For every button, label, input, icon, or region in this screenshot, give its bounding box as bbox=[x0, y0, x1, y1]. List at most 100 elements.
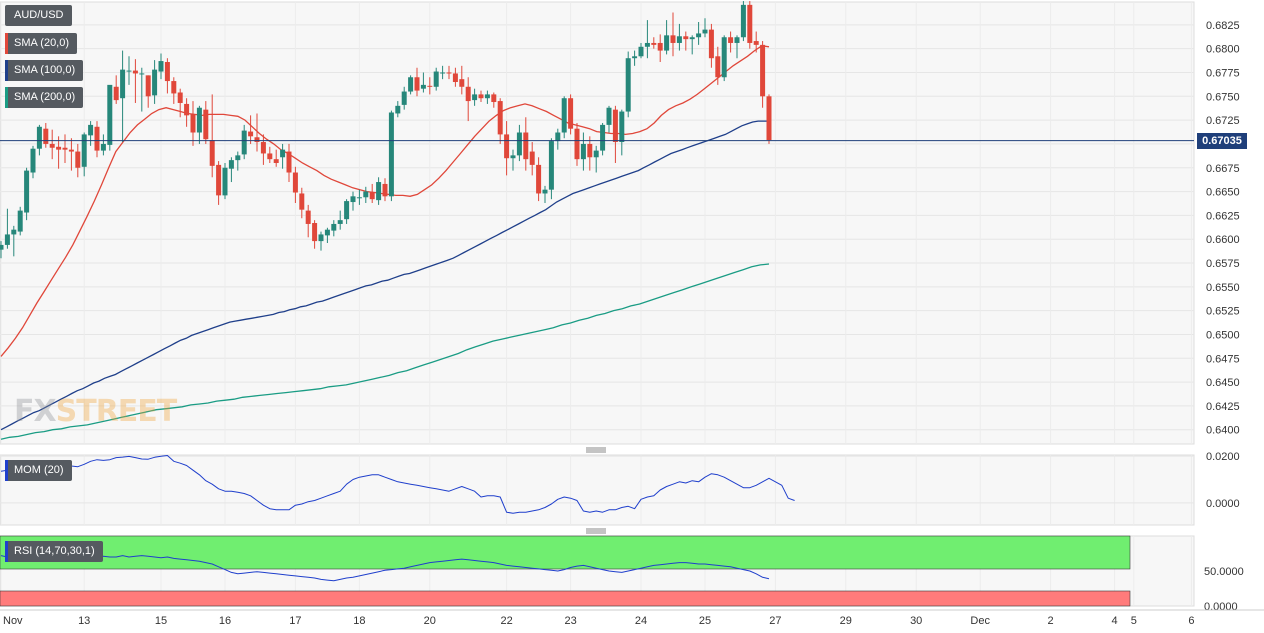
candle-body bbox=[408, 77, 414, 92]
candle-body bbox=[68, 149, 74, 152]
candle-body bbox=[472, 94, 478, 101]
candle bbox=[542, 185, 548, 203]
sma100-swatch bbox=[5, 60, 8, 81]
candle-body bbox=[523, 132, 529, 160]
candle bbox=[478, 90, 484, 103]
candle bbox=[344, 199, 350, 224]
candle-body bbox=[504, 134, 510, 159]
mom-legend[interactable]: MOM (20) bbox=[5, 460, 72, 481]
candle bbox=[408, 75, 414, 95]
pane-resize-handle[interactable] bbox=[586, 528, 606, 534]
date-tick-label: 17 bbox=[289, 615, 301, 627]
candle bbox=[580, 132, 586, 171]
candle bbox=[414, 67, 420, 97]
sma20-swatch bbox=[5, 33, 8, 54]
candle bbox=[440, 65, 446, 80]
candle bbox=[734, 35, 740, 59]
candle bbox=[11, 225, 17, 257]
candle bbox=[600, 122, 606, 156]
candle bbox=[401, 86, 407, 110]
symbol-legend[interactable]: AUD/USD bbox=[5, 5, 72, 26]
date-tick-label: 29 bbox=[840, 615, 852, 627]
candle bbox=[94, 121, 100, 158]
mom-swatch bbox=[5, 460, 8, 481]
candle bbox=[420, 72, 426, 93]
price-tick-label: 0.6825 bbox=[1206, 20, 1240, 32]
date-tick-label: 16 bbox=[219, 615, 231, 627]
candle-body bbox=[4, 234, 10, 245]
candle-body bbox=[318, 234, 324, 242]
candle-body bbox=[267, 153, 273, 160]
sma20-legend[interactable]: SMA (20,0) bbox=[5, 33, 78, 54]
candle-body bbox=[0, 244, 4, 250]
candle-body bbox=[619, 111, 625, 143]
mom-tick-label: 0.0000 bbox=[1206, 498, 1240, 510]
candle bbox=[132, 59, 138, 103]
candle bbox=[126, 56, 132, 85]
candle-body bbox=[216, 164, 222, 196]
candle-body bbox=[734, 37, 740, 43]
price-tick-label: 0.6450 bbox=[1206, 377, 1240, 389]
date-tick-label: 15 bbox=[155, 615, 167, 627]
candle bbox=[100, 134, 106, 156]
candle bbox=[0, 241, 4, 259]
candle-body bbox=[120, 69, 126, 99]
pane-resize-handle[interactable] bbox=[586, 447, 606, 453]
candle bbox=[49, 129, 55, 160]
candle-body bbox=[580, 143, 586, 160]
main-pane bbox=[0, 1, 1195, 445]
candle bbox=[510, 149, 516, 171]
candle-body bbox=[158, 61, 164, 72]
candle bbox=[670, 12, 676, 57]
candle-body bbox=[152, 69, 158, 96]
price-tick-label: 0.6775 bbox=[1206, 67, 1240, 79]
candle-body bbox=[760, 44, 766, 97]
candle-body bbox=[260, 142, 266, 154]
candle-body bbox=[81, 134, 87, 167]
candle bbox=[536, 157, 542, 202]
candle bbox=[497, 98, 503, 144]
candle bbox=[4, 208, 10, 249]
candle-body bbox=[337, 220, 343, 224]
candle bbox=[62, 134, 68, 163]
candle bbox=[702, 18, 708, 38]
candle bbox=[369, 183, 375, 203]
candle bbox=[152, 60, 158, 104]
candle-body bbox=[11, 229, 17, 235]
last-price-label: 0.67035 bbox=[1197, 132, 1247, 149]
candle bbox=[472, 88, 478, 106]
candle bbox=[56, 136, 62, 169]
rsi-legend[interactable]: RSI (14,70,30,1) bbox=[5, 541, 103, 562]
candle-body bbox=[356, 197, 362, 199]
candle bbox=[740, 1, 746, 42]
date-tick-label: 30 bbox=[910, 615, 922, 627]
price-tick-label: 0.6750 bbox=[1206, 91, 1240, 103]
candle bbox=[356, 189, 362, 205]
candle bbox=[190, 101, 196, 146]
rsi-tick-label: 50.0000 bbox=[1204, 566, 1244, 578]
candle bbox=[446, 65, 452, 80]
candle-body bbox=[670, 35, 676, 43]
price-tick-label: 0.6725 bbox=[1206, 115, 1240, 127]
sma200-legend[interactable]: SMA (200,0) bbox=[5, 87, 84, 108]
date-tick-label: 20 bbox=[424, 615, 436, 627]
price-tick-label: 0.6500 bbox=[1206, 329, 1240, 341]
candle bbox=[228, 157, 234, 183]
candle bbox=[568, 94, 574, 135]
candle-body bbox=[94, 126, 100, 151]
candle bbox=[574, 122, 580, 166]
candle-body bbox=[516, 132, 522, 156]
candle-body bbox=[606, 107, 612, 125]
candle bbox=[222, 162, 228, 200]
candlesticks bbox=[0, 1, 772, 259]
candle-body bbox=[740, 4, 746, 38]
candle bbox=[171, 77, 177, 104]
candle bbox=[254, 113, 260, 152]
candle bbox=[267, 146, 273, 163]
candle-body bbox=[465, 86, 471, 102]
candle-body bbox=[529, 151, 535, 165]
sma100-legend[interactable]: SMA (100,0) bbox=[5, 60, 84, 81]
candle-body bbox=[555, 132, 561, 142]
candle-body bbox=[88, 124, 94, 136]
candle-body bbox=[708, 29, 714, 59]
